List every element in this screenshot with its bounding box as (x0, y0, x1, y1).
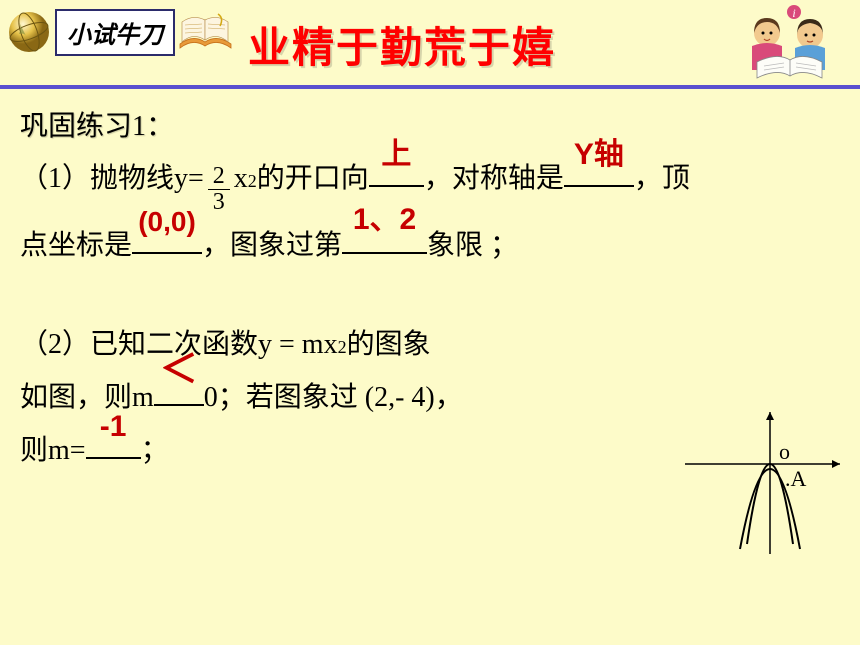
q2-line1: （2）已知二次函数y = mx 2 的图象 (20, 318, 660, 371)
header: 小试牛刀 业精于勤荒于嬉 i (0, 0, 860, 85)
answer-quadrant: 1、2 (342, 191, 427, 248)
badge-label: 小试牛刀 (55, 9, 175, 56)
q2-line3: 则m= -1 ； (20, 424, 660, 477)
content-area: 巩固练习1： （1）抛物线y= 2 3 x2 的开口向 上 ，对称轴是 Y轴 ，… (0, 89, 860, 492)
practice-title: 巩固练习1： (20, 104, 840, 144)
q2-line2b: 0；若图象过 (2,- 4)， (204, 371, 463, 424)
x-arrow (832, 460, 840, 468)
q2-line3b: ； (141, 424, 169, 477)
open-book-icon (178, 12, 233, 52)
motto-title: 业精于勤荒于嬉 (248, 14, 556, 75)
blank-quadrant: 1、2 (342, 224, 427, 254)
badge-area: 小试牛刀 (5, 8, 233, 56)
blank-m-value: -1 (86, 429, 141, 459)
fraction-2-3: 2 3 (208, 164, 230, 215)
q1-seg2: ，对称轴是 (424, 152, 564, 205)
blank-direction: 上 (369, 157, 424, 187)
frac-numerator: 2 (208, 164, 230, 190)
students-reading-icon: i (722, 0, 852, 82)
globe-icon (5, 8, 53, 56)
q1-line2: 点坐标是 (0,0) ，图象过第 1、2 象限 ； (20, 219, 840, 272)
answer-m-value: -1 (86, 398, 141, 455)
q1-seg3: ，顶 (634, 152, 690, 205)
blank-m-sign: ＜ (154, 376, 204, 406)
answer-less-than: ＜ (154, 334, 204, 406)
blank-vertex: (0,0) (132, 224, 202, 254)
point-a-label: .A (785, 466, 807, 491)
blank-axis: Y轴 (564, 157, 634, 187)
q1-exponent: 2 (248, 164, 257, 198)
q1-line2c: 象限 ； (427, 219, 518, 272)
frac-denominator: 3 (208, 190, 230, 215)
svg-text:i: i (792, 6, 795, 20)
q1-line2a: 点坐标是 (20, 219, 132, 272)
q2-line1b: 的图象 (347, 318, 431, 371)
answer-yaxis: Y轴 (564, 126, 634, 183)
answer-up: 上 (369, 126, 424, 183)
q1-line2b: ，图象过第 (202, 219, 342, 272)
parabola-graph: o .A (675, 404, 845, 559)
answer-vertex: (0,0) (132, 195, 202, 248)
q1-after-frac: x (234, 152, 248, 205)
origin-label: o (779, 439, 790, 464)
y-arrow (766, 412, 774, 420)
q2-exponent: 2 (338, 330, 347, 364)
q2-line3a: 则m= (20, 424, 86, 477)
